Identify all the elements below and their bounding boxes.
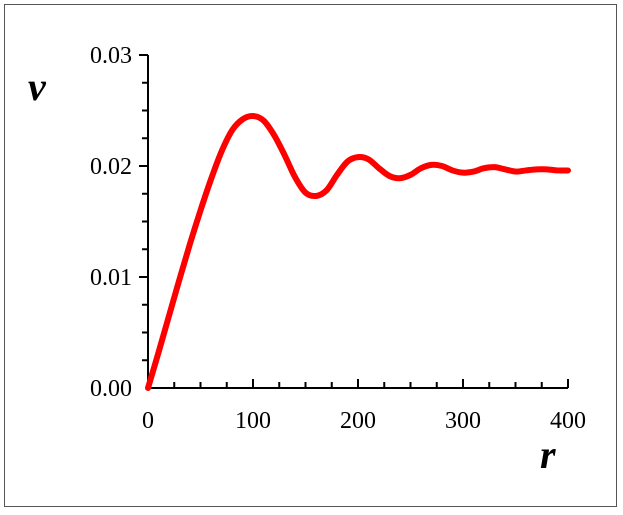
x-tick-label: 0 xyxy=(142,408,154,434)
x-axis-ticks xyxy=(173,379,569,388)
axes xyxy=(147,55,568,389)
y-tick-label: 0.00 xyxy=(90,376,132,402)
x-tick-label: 200 xyxy=(340,408,376,434)
x-tick-label: 100 xyxy=(235,408,271,434)
x-axis-tick-labels: 0 100 200 300 400 xyxy=(142,408,586,434)
x-tick-label: 400 xyxy=(550,408,586,434)
y-tick-label: 0.01 xyxy=(90,265,132,291)
y-tick-label: 0.02 xyxy=(90,154,132,180)
y-axis-title: v xyxy=(28,64,47,109)
series-line xyxy=(145,113,571,391)
y-axis-tick-labels: 0.00 0.01 0.02 0.03 xyxy=(90,43,132,402)
x-axis-title: r xyxy=(540,432,556,477)
x-tick-label: 300 xyxy=(445,408,481,434)
chart-frame xyxy=(4,4,617,507)
y-tick-label: 0.03 xyxy=(90,43,132,69)
y-axis-ticks xyxy=(139,54,148,362)
